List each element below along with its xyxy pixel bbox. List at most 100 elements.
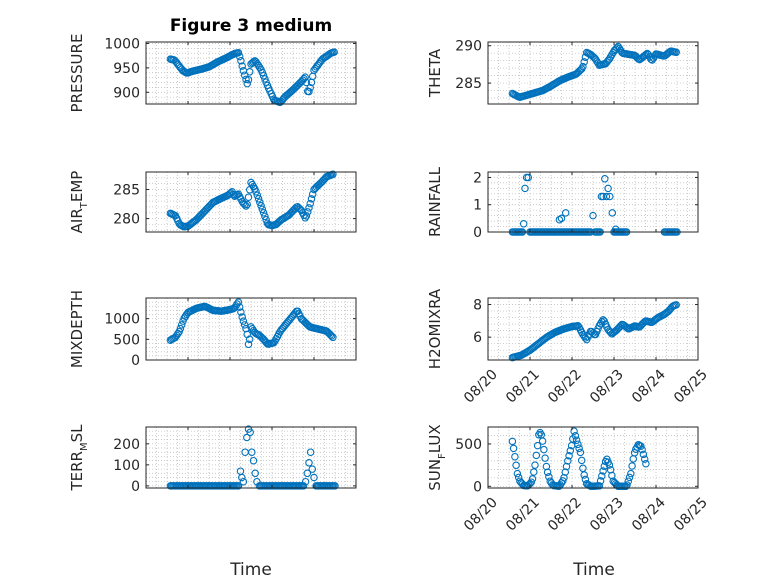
- data-point: [305, 204, 313, 212]
- axes-box: [145, 41, 357, 105]
- data-point: [326, 331, 335, 339]
- data-point: [533, 441, 542, 450]
- y-tick-label: 100: [113, 458, 140, 474]
- axes-box: [145, 297, 357, 361]
- data-point: [237, 57, 245, 65]
- data-point: [637, 442, 645, 450]
- data-point: [256, 198, 264, 207]
- y-axis-label: THETA: [426, 48, 444, 98]
- data-point: [246, 428, 254, 437]
- data-point: [253, 191, 262, 200]
- subplot-8: 0 500 08/20 08/21 08/22 08/23 08/24 08/25 SUNFLU…: [426, 424, 711, 534]
- data-point: [232, 302, 240, 310]
- data-point: [254, 195, 263, 203]
- data-point: [672, 301, 680, 309]
- subplot-4: 0 1 2 RAINFALL: [426, 166, 699, 241]
- data-point: [538, 437, 547, 445]
- axes-box: [487, 297, 699, 361]
- subplot-2: 285 290 THETA: [426, 39, 699, 105]
- data-point: [508, 437, 517, 446]
- data-point: [243, 79, 251, 88]
- data-point: [295, 80, 303, 88]
- x-tick-label: 08/24: [629, 367, 669, 407]
- data-point: [249, 456, 258, 465]
- data-point: [580, 58, 588, 66]
- data-point: [545, 473, 553, 481]
- data-point: [230, 303, 239, 312]
- x-tick-label: 08/22: [545, 495, 585, 535]
- data-point: [242, 202, 250, 210]
- data-point: [244, 193, 253, 201]
- data-point: [299, 482, 308, 490]
- data-point: [608, 209, 617, 217]
- data-point: [574, 322, 582, 330]
- data-point: [560, 473, 568, 482]
- data-point: [331, 482, 339, 490]
- y-tick-label: 0: [131, 479, 140, 495]
- y-tick-label: 500: [455, 437, 482, 453]
- data-point: [640, 455, 649, 463]
- data-series: [508, 427, 650, 491]
- subplot-6: 6 8 08/20 08/21 08/22 08/23 08/24 08/25 H2OMIXRA: [426, 288, 711, 406]
- data-point: [302, 212, 311, 220]
- y-axis-label: H2OMIXRA: [426, 288, 444, 369]
- data-point: [259, 209, 268, 217]
- data-point: [648, 56, 656, 64]
- data-point: [177, 321, 186, 329]
- data-point: [307, 195, 316, 203]
- y-tick-label: 1000: [104, 312, 140, 328]
- data-point: [244, 340, 253, 349]
- data-point: [604, 184, 612, 193]
- grid: [487, 426, 699, 488]
- data-point: [235, 303, 244, 311]
- data-point: [171, 333, 180, 342]
- data-point: [253, 477, 261, 486]
- y-tick-label: 500: [113, 332, 140, 348]
- x-tick-label: 08/23: [587, 367, 627, 407]
- y-tick-label: 285: [113, 182, 140, 198]
- data-series: [166, 170, 337, 231]
- data-point: [176, 324, 185, 333]
- data-point: [295, 204, 303, 212]
- data-point: [605, 461, 614, 469]
- data-series: [166, 425, 339, 490]
- data-point: [301, 73, 309, 81]
- data-point: [257, 333, 265, 341]
- data-point: [524, 173, 533, 182]
- data-point: [172, 331, 181, 340]
- data-point: [625, 473, 634, 482]
- data-point: [261, 212, 269, 221]
- data-point: [642, 50, 650, 59]
- data-point: [308, 465, 317, 473]
- data-point: [589, 211, 597, 220]
- data-point: [572, 436, 581, 444]
- x-tick-label: 08/23: [587, 495, 627, 535]
- data-point: [242, 75, 250, 84]
- data-point: [258, 205, 267, 214]
- data-point: [257, 202, 265, 210]
- data-point: [303, 469, 312, 478]
- data-point: [306, 199, 314, 208]
- data-point: [541, 454, 549, 462]
- data-point: [598, 472, 606, 480]
- data-point: [329, 170, 337, 179]
- data-point: [640, 51, 649, 60]
- data-point: [599, 316, 607, 324]
- data-point: [599, 467, 607, 475]
- axes-box: [487, 41, 699, 105]
- data-point: [301, 477, 310, 486]
- data-point: [628, 462, 636, 470]
- data-point: [234, 298, 243, 306]
- data-point: [513, 469, 522, 478]
- data-point: [325, 329, 333, 338]
- data-point: [291, 84, 299, 92]
- y-tick-label: 290: [455, 39, 482, 55]
- data-point: [330, 48, 338, 56]
- subplot-5: 0 500 1000 MIXDEPTH: [68, 290, 357, 369]
- data-point: [248, 325, 257, 333]
- data-point: [244, 75, 253, 84]
- data-point: [269, 339, 278, 347]
- data-point: [240, 200, 249, 209]
- grid: [487, 171, 699, 233]
